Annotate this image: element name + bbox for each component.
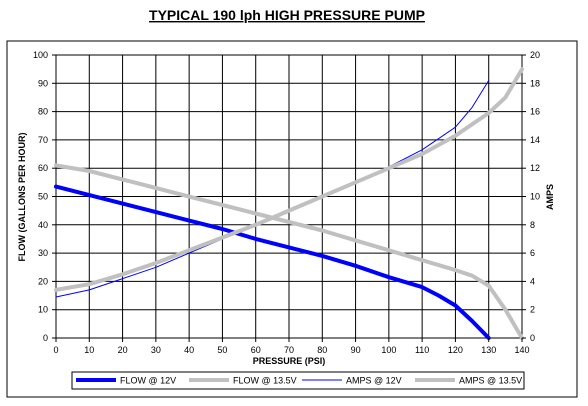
legend-label-amps-12v: AMPS @ 12V (346, 376, 402, 386)
x-tick-label: 80 (317, 345, 327, 355)
legend-label-flow-12v: FLOW @ 12V (120, 376, 176, 386)
legend (71, 371, 525, 390)
y2-tick-label: 14 (530, 135, 540, 145)
legend-label-flow-13-5v: FLOW @ 13.5V (233, 376, 297, 386)
legend-label-amps-13-5v: AMPS @ 13.5V (459, 376, 522, 386)
y-tick-label: 50 (38, 192, 48, 202)
y2-tick-label: 10 (530, 192, 540, 202)
x-tick-label: 70 (284, 345, 294, 355)
y2-tick-label: 2 (530, 305, 535, 315)
x-tick-label: 130 (481, 345, 496, 355)
y-tick-label: 10 (38, 305, 48, 315)
y2-tick-label: 12 (530, 163, 540, 173)
x-tick-label: 120 (448, 345, 463, 355)
x-tick-label: 10 (84, 345, 94, 355)
chart-title: TYPICAL 190 lph HIGH PRESSURE PUMP (149, 7, 425, 23)
y-tick-label: 80 (38, 107, 48, 117)
y2-tick-label: 20 (530, 50, 540, 60)
y-tick-labels: 0 10 20 30 40 50 60 70 80 90 100 (33, 50, 56, 343)
y-tick-label: 70 (38, 135, 48, 145)
series-flow-13-5v (54, 163, 524, 340)
y2-tick-label: 16 (530, 107, 540, 117)
y2-axis-title: AMPS (545, 184, 555, 210)
y-axis-title: FLOW (GALLONS PER HOUR) (17, 133, 27, 262)
x-tick-label: 40 (184, 345, 194, 355)
x-tick-label: 100 (381, 345, 396, 355)
x-tick-label: 90 (351, 345, 361, 355)
x-tick-label: 50 (217, 345, 227, 355)
x-tick-label: 20 (118, 345, 128, 355)
gridlines (56, 55, 522, 338)
x-tick-label: 0 (53, 345, 58, 355)
y2-tick-label: 0 (530, 333, 535, 343)
x-tick-label: 110 (415, 345, 429, 355)
series-group (54, 67, 524, 340)
x-tick-labels: 0 10 20 30 40 50 60 70 80 90 100 110 120 130 140 (53, 338, 530, 355)
y2-tick-label: 6 (530, 248, 535, 258)
y2-tick-label: 8 (530, 220, 535, 230)
x-tick-label: 60 (251, 345, 261, 355)
y-tick-label: 60 (38, 163, 48, 173)
y-tick-label: 40 (38, 220, 48, 230)
y2-tick-labels: 0 2 4 6 8 10 12 14 16 18 20 (522, 50, 540, 343)
y2-tick-label: 4 (530, 276, 535, 286)
legend-entries: FLOW @ 12V FLOW @ 13.5V AMPS @ 12V AMPS @ 1… (76, 376, 522, 386)
y-tick-label: 30 (38, 248, 48, 258)
y-tick-label: 100 (33, 50, 48, 60)
series-flow-12v (54, 184, 491, 340)
x-axis-title: PRESSURE (PSI) (253, 356, 326, 366)
series-amps-13-5v (54, 67, 524, 292)
y-tick-label: 20 (38, 276, 48, 286)
x-tick-label: 140 (514, 345, 529, 355)
y2-tick-label: 18 (530, 78, 540, 88)
x-tick-label: 30 (151, 345, 161, 355)
y-tick-label: 90 (38, 78, 48, 88)
y-tick-label: 0 (43, 333, 48, 343)
